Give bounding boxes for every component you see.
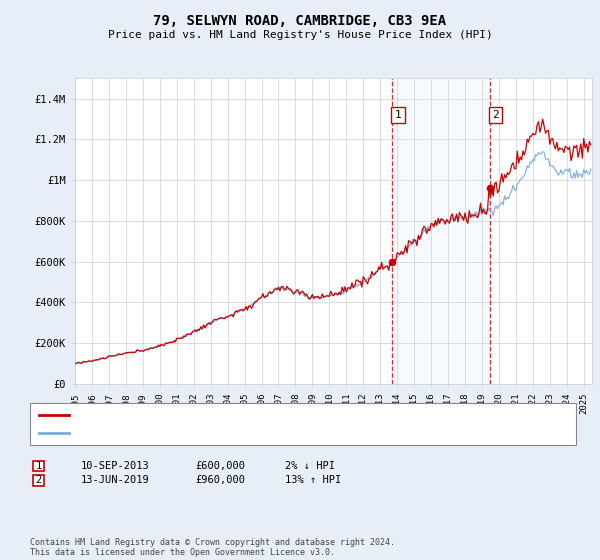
Text: 79, SELWYN ROAD, CAMBRIDGE, CB3 9EA: 79, SELWYN ROAD, CAMBRIDGE, CB3 9EA [154,14,446,28]
Text: 79, SELWYN ROAD, CAMBRIDGE, CB3 9EA (detached house): 79, SELWYN ROAD, CAMBRIDGE, CB3 9EA (det… [75,410,380,420]
Text: £960,000: £960,000 [195,475,245,486]
Text: 2: 2 [35,475,42,486]
Text: £600,000: £600,000 [195,461,245,471]
Text: 2: 2 [492,110,499,120]
Text: 2% ↓ HPI: 2% ↓ HPI [285,461,335,471]
Text: 13-JUN-2019: 13-JUN-2019 [81,475,150,486]
Text: Contains HM Land Registry data © Crown copyright and database right 2024.
This d: Contains HM Land Registry data © Crown c… [30,538,395,557]
Text: 10-SEP-2013: 10-SEP-2013 [81,461,150,471]
Text: 1: 1 [35,461,42,471]
Text: Price paid vs. HM Land Registry's House Price Index (HPI): Price paid vs. HM Land Registry's House … [107,30,493,40]
Text: HPI: Average price, detached house, Cambridge: HPI: Average price, detached house, Camb… [75,428,340,438]
Bar [392,78,490,384]
Text: 1: 1 [394,110,401,120]
Text: 13% ↑ HPI: 13% ↑ HPI [285,475,341,486]
